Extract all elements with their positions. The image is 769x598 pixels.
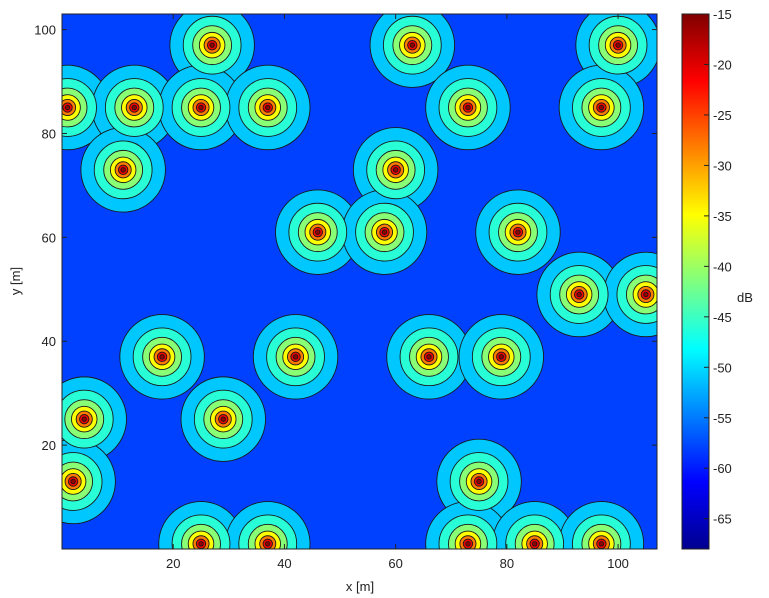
colorbar-tick-label-4: -35: [713, 209, 732, 224]
emitter-26-contour-6: [465, 541, 471, 547]
emitter-2-contour-6: [615, 42, 621, 48]
y-tick-label-3: 80: [42, 126, 56, 141]
emitter-5-contour-6: [198, 104, 204, 111]
x-tick-label-0: 20: [166, 556, 180, 571]
emitter-4-contour-6: [131, 104, 137, 111]
emitter-12-contour-6: [381, 229, 388, 235]
y-axis-ticks: 20 40 60 80 100: [34, 23, 657, 453]
plot-frame: [61, 13, 658, 550]
emitter-9-contour-6: [120, 167, 126, 173]
emitter-20-contour-6: [81, 416, 87, 422]
emitter-23-contour-6: [476, 478, 482, 485]
emitter-24-contour-6: [198, 541, 204, 547]
emitter-25-contour-6: [265, 541, 271, 547]
plot-area: [62, 14, 657, 549]
emitter-3-contour-6: [64, 104, 71, 111]
x-tick-label-2: 60: [388, 556, 402, 571]
x-axis-label: x [m]: [346, 579, 374, 594]
emitter-11-contour-6: [315, 229, 321, 235]
emitter-13-contour-6: [515, 229, 521, 235]
emitter-17-contour-6: [292, 354, 299, 360]
emitter-15-contour-6: [643, 291, 649, 298]
emitter-8-contour-6: [598, 104, 605, 111]
colorbar-tick-label-0: -15: [713, 7, 732, 22]
emitter-6-contour-6: [265, 104, 271, 111]
colorbar-tick-label-3: -30: [713, 158, 732, 173]
emitter-10-contour-6: [392, 167, 399, 173]
y-axis-label: y [m]: [8, 267, 23, 295]
emitter-16-contour-6: [159, 354, 165, 360]
x-tick-label-1: 40: [277, 556, 291, 571]
colorbar-tick-label-6: -45: [713, 310, 732, 325]
colorbar-tick-label-2: -25: [713, 108, 732, 123]
emitter-21-contour-6: [220, 416, 226, 422]
emitter-28-contour-6: [598, 541, 605, 547]
colorbar-label: dB: [737, 290, 753, 305]
x-tick-label-4: 100: [607, 556, 629, 571]
emitter-layer: [62, 14, 657, 549]
emitter-22-contour-6: [70, 478, 76, 485]
colorbar-tick-label-5: -40: [713, 259, 732, 274]
x-axis-ticks: 20 40 60 80 100: [166, 14, 629, 571]
y-tick-label-0: 20: [42, 438, 56, 453]
emitter-27-contour-6: [531, 541, 538, 547]
colorbar-tick-label-8: -55: [713, 411, 732, 426]
y-tick-label-2: 60: [42, 230, 56, 245]
emitter-1-contour-6: [409, 42, 416, 48]
colorbar-tick-label-10: -65: [713, 512, 732, 527]
emitter-14-contour-6: [576, 291, 582, 298]
colorbar-ticks: -15 -20 -25 -30 -35 -40 -45 -50 -55 -60 -65: [704, 7, 732, 527]
x-tick-label-3: 80: [500, 556, 514, 571]
emitter-18-contour-6: [426, 354, 432, 360]
emitter-19-contour-6: [498, 354, 504, 360]
colorbar-tick-label-1: -20: [713, 57, 732, 72]
emitter-0-contour-6: [209, 42, 215, 48]
colorbar-tick-label-7: -50: [713, 360, 732, 375]
emitter-7-contour-6: [465, 104, 471, 111]
y-tick-label-1: 40: [42, 334, 56, 349]
colorbar-tick-label-9: -60: [713, 461, 732, 476]
colorbar: -15 -20 -25 -30 -35 -40 -45 -50 -55 -60 -65 dB: [681, 7, 753, 550]
y-tick-label-4: 100: [34, 23, 56, 38]
colorbar-frame: [681, 13, 710, 550]
colorbar-gradient: [682, 14, 709, 549]
